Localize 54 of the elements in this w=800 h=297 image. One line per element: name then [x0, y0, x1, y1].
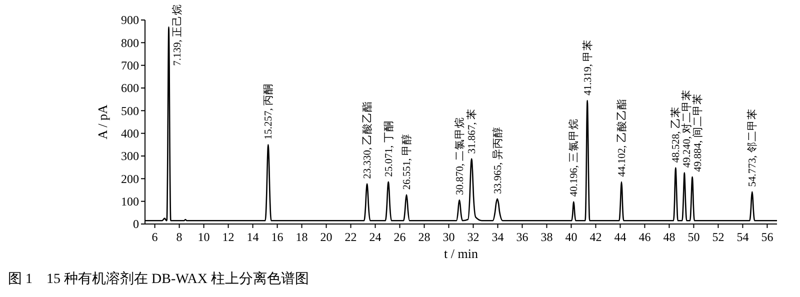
- annotation: 44.102, 乙酸乙酯: [616, 98, 628, 177]
- x-axis-title: t / min: [444, 246, 478, 261]
- x-tick-label: 48: [663, 230, 676, 244]
- annotation: 30.870, 二氯甲烷: [452, 116, 466, 195]
- x-tick-label: 24: [369, 230, 382, 244]
- annotation: 48.528, 乙苯: [669, 106, 682, 163]
- x-tick-label: 22: [344, 230, 357, 244]
- annotation: 25.071, 丁酮: [382, 120, 395, 177]
- x-tick-label: 26: [394, 230, 406, 244]
- x-tick-label: 44: [614, 230, 626, 244]
- y-tick-label: 500: [121, 104, 139, 118]
- x-tick-label: 56: [761, 230, 774, 244]
- x-tick-label: 6: [152, 230, 158, 244]
- x-tick-label: 10: [198, 230, 210, 244]
- y-tick-label: 0: [133, 217, 139, 232]
- x-tick-label: 32: [467, 230, 480, 244]
- x-tick-label: 14: [246, 230, 259, 244]
- y-tick-label: 200: [121, 172, 139, 186]
- x-tick-label: 18: [296, 230, 308, 244]
- y-tick-label: 100: [121, 194, 139, 209]
- y-axis-title: A / pA: [95, 104, 110, 140]
- x-tick-label: 8: [176, 230, 182, 244]
- annotation: 49.884, 间二甲苯: [691, 94, 704, 172]
- x-tick-label: 54: [736, 230, 749, 244]
- x-tick-label: 16: [271, 230, 284, 244]
- x-tick-label: 36: [516, 230, 528, 244]
- text: 图 1 15 种有机溶剂在 DB-WAX 柱上分离色谱图: [8, 271, 309, 287]
- annotation: 23.330, 乙酸乙酯: [362, 100, 374, 179]
- annotation: 31.867, 苯: [465, 108, 478, 154]
- x-tick-label: 50: [688, 230, 700, 244]
- x-tick-label: 46: [638, 230, 651, 244]
- x-tick-label: 34: [492, 230, 504, 244]
- y-tick-label: 700: [121, 58, 139, 73]
- annotation: 15.257, 丙酮: [262, 84, 275, 140]
- x-tick-label: 42: [590, 230, 602, 244]
- y-tick-label: 800: [121, 36, 139, 50]
- x-tick-label: 52: [712, 230, 724, 244]
- annotation: 41.319, 甲苯: [580, 39, 594, 96]
- annotation: 40.196, 三氯甲烷: [567, 118, 580, 197]
- x-tick-label: 30: [442, 230, 455, 244]
- annotation: 7.139, 正己烷: [170, 4, 184, 66]
- y-tick-label: 400: [121, 126, 139, 141]
- x-tick-label: 40: [565, 230, 578, 244]
- x-tick-label: 38: [540, 230, 553, 244]
- x-tick-label: 12: [222, 230, 234, 244]
- annotation: 49.240, 对二甲苯: [680, 90, 694, 168]
- x-tick-label: 20: [320, 230, 332, 244]
- y-tick-label: 900: [121, 13, 139, 28]
- y-tick-label: 600: [121, 81, 139, 96]
- annotation: 54.773, 邻二甲苯: [746, 108, 759, 187]
- annotation: 26.551, 甲醇: [400, 134, 414, 190]
- y-tick-label: 300: [121, 149, 139, 164]
- x-tick-label: 28: [418, 230, 430, 244]
- annotation: 33.965, 异丙醇: [490, 126, 504, 194]
